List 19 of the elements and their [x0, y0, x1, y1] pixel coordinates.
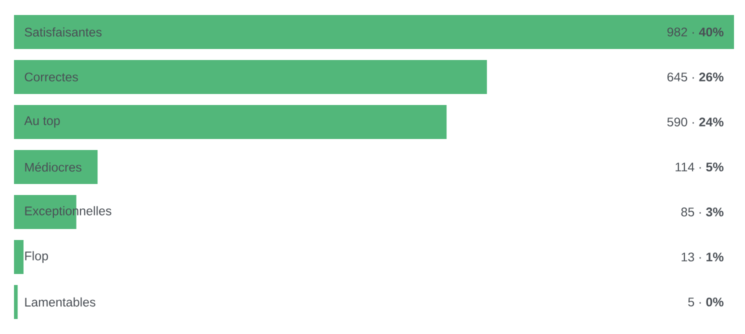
y-tick-label: Flop — [25, 251, 48, 263]
bar — [14, 240, 24, 274]
data-label: 590 · 24% — [667, 118, 724, 126]
bar — [14, 15, 734, 49]
data-label: 85 · 3% — [681, 208, 724, 216]
bar — [14, 105, 447, 139]
data-label: 645 · 26% — [667, 72, 724, 82]
data-label: 982 · 40% — [667, 28, 724, 36]
y-tick-label: Au top — [24, 116, 60, 128]
bar — [14, 150, 98, 184]
y-tick-label: Correctes — [24, 72, 78, 82]
y-tick-label: Lamentables — [25, 297, 96, 307]
data-label: 5 · 0% — [688, 298, 724, 306]
bar — [14, 60, 487, 94]
bar — [14, 284, 18, 319]
y-tick-label: Médiocres — [25, 162, 82, 172]
data-label: 13 · 1% — [682, 252, 724, 262]
y-tick-label: Satisfaisantes — [24, 27, 102, 37]
data-label: 114 · 5% — [676, 162, 724, 172]
